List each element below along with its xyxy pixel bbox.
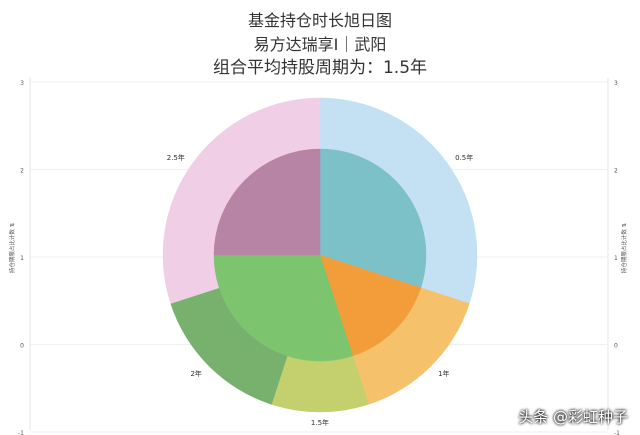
inner-slice <box>319 148 427 289</box>
inner-slice <box>213 148 321 256</box>
avg-holding-subtitle: 组合平均持股周期为：1.5年 <box>212 58 428 78</box>
inner-slice <box>319 254 422 357</box>
y-tick-label-right: 3 <box>614 80 618 87</box>
chart-title: 基金持仓时长旭日图 <box>247 11 392 30</box>
y-axis-label-right: 持仓期限占比计数 ⇅ <box>620 222 628 273</box>
y-tick-label-left: -1 <box>18 430 24 435</box>
outer-slice-label: 1.5年 <box>311 418 329 427</box>
y-tick-label-right: -1 <box>614 430 620 435</box>
y-tick-label-right: 2 <box>614 168 618 175</box>
y-tick-label-left: 2 <box>20 168 24 175</box>
y-tick-label-left: 0 <box>20 343 24 350</box>
outer-slice-label: 2.5年 <box>167 153 185 162</box>
fund-subtitle: 易方达瑞享I｜武阳 <box>253 35 387 54</box>
y-axis-label-left: 持仓期限占比计数 ⇅ <box>8 222 16 273</box>
outer-slice-label: 1年 <box>438 369 449 378</box>
outer-slice-label: 2年 <box>190 369 201 378</box>
y-tick-label-right: 0 <box>614 343 618 350</box>
outer-slice-label: 0.5年 <box>455 153 473 162</box>
y-tick-label-left: 3 <box>20 80 24 87</box>
y-tick-label-left: 1 <box>20 255 24 262</box>
watermark: 头条 @彩虹种子 <box>518 408 628 426</box>
y-tick-label-right: 1 <box>614 255 618 262</box>
inner-slice <box>213 254 354 362</box>
